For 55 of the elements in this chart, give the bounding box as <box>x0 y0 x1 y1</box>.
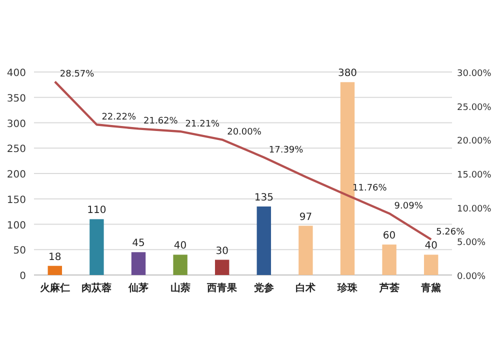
y-tick-label: 400 <box>6 68 26 79</box>
data-label: 18 <box>48 252 62 263</box>
data-label: 380 <box>338 68 358 80</box>
bar <box>382 244 396 275</box>
x-tick-label: 党参 <box>252 282 274 294</box>
y-tick-label: 50 <box>13 246 26 257</box>
x-tick-label: 珍珠 <box>336 282 358 294</box>
data-label: 40 <box>174 240 187 252</box>
data-label: 5.26% <box>436 227 466 238</box>
data-label: 40 <box>424 240 438 252</box>
data-label: 9.09% <box>394 201 424 212</box>
bar <box>48 266 62 275</box>
x-tick-label: 山萘 <box>170 282 190 294</box>
data-label: 28.57% <box>60 70 95 80</box>
y-tick-label: 150 <box>6 194 26 206</box>
y2-tick-label: 20.00% <box>457 136 492 147</box>
y2-tick-label: 15.00% <box>457 170 492 180</box>
data-label: 17.39% <box>268 145 304 156</box>
y-tick-label: 200 <box>6 170 26 180</box>
data-label: 60 <box>382 230 396 242</box>
data-label: 97 <box>299 212 312 223</box>
bar <box>256 206 272 275</box>
bar <box>90 219 104 275</box>
data-label: 21.21% <box>185 119 220 130</box>
data-label: 30 <box>216 246 228 257</box>
x-tick-label: 西青果 <box>206 282 238 294</box>
data-label: 110 <box>87 205 106 216</box>
y-tick-label: 250 <box>6 144 26 156</box>
x-tick-label: 肉苁蓉 <box>82 282 112 294</box>
y2-tick-label: 10.00% <box>457 204 492 214</box>
bar <box>298 226 313 275</box>
x-tick-label: 芦荟 <box>378 282 400 294</box>
bar <box>424 254 438 275</box>
data-label: 11.76% <box>352 183 388 194</box>
bar <box>214 260 230 275</box>
x-tick-label: 仙茅 <box>128 282 148 294</box>
y2-tick-label: 30.00% <box>457 69 492 79</box>
y-tick-label: 100 <box>6 220 26 232</box>
y-tick-label: 0 <box>20 271 26 282</box>
y2-tick-label: 25.00% <box>457 102 492 113</box>
bar <box>173 254 188 275</box>
data-label: 21.62% <box>144 116 178 127</box>
data-label: 135 <box>254 192 274 204</box>
y2-tick-label: 0.00% <box>457 272 486 282</box>
y-tick-label: 350 <box>6 93 26 104</box>
data-label: 45 <box>132 238 145 250</box>
y-tick-label: 300 <box>6 118 26 130</box>
data-label: 22.22% <box>102 112 136 123</box>
x-tick-label: 白术 <box>296 282 317 294</box>
x-tick-label: 火麻仁 <box>40 282 70 294</box>
bar <box>131 252 146 275</box>
bar <box>340 82 355 275</box>
y2-tick-label: 5.00% <box>457 238 486 248</box>
x-tick-label: 青黛 <box>420 282 442 294</box>
data-label: 20.00% <box>227 128 262 138</box>
